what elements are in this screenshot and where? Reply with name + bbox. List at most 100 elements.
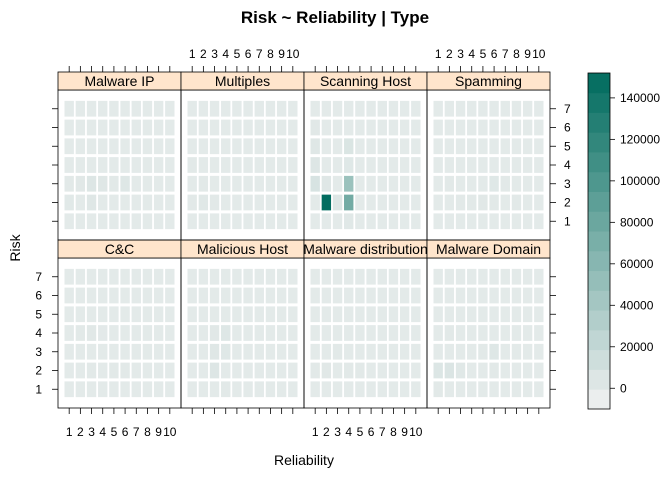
heatmap-cell bbox=[232, 362, 242, 379]
heatmap-cell bbox=[232, 306, 242, 323]
heatmap-cell bbox=[198, 213, 209, 230]
heatmap-cell bbox=[489, 325, 499, 341]
heatmap-cell bbox=[355, 381, 365, 398]
heatmap-cell bbox=[332, 138, 343, 155]
heatmap-cell bbox=[455, 213, 466, 230]
heatmap-cell bbox=[86, 213, 97, 230]
heatmap-cell bbox=[377, 306, 387, 323]
heatmap-cell bbox=[64, 268, 74, 285]
colorbar-segment bbox=[588, 92, 610, 113]
heatmap-cell bbox=[411, 194, 421, 211]
heatmap-cell bbox=[332, 175, 343, 192]
heatmap-cell bbox=[433, 194, 443, 211]
heatmap-cell bbox=[86, 268, 97, 285]
heatmap-cell bbox=[75, 138, 86, 155]
heatmap-cell bbox=[265, 138, 276, 155]
heatmap-cell bbox=[467, 100, 477, 117]
heatmap-cell bbox=[120, 100, 130, 117]
heatmap-cell bbox=[467, 138, 477, 155]
y-tick-label: 7 bbox=[35, 270, 42, 284]
heatmap-cell bbox=[478, 157, 488, 173]
heatmap-cell bbox=[411, 362, 421, 379]
heatmap-cell bbox=[75, 343, 86, 360]
heatmap-cell bbox=[366, 325, 376, 341]
heatmap-cell bbox=[109, 325, 119, 341]
heatmap-cell bbox=[265, 362, 276, 379]
heatmap-cell bbox=[131, 100, 141, 117]
heatmap-cell bbox=[310, 119, 320, 136]
colorbar: 0 20000 40000 60000 80000 100000 120000 140000 bbox=[587, 72, 660, 410]
heatmap-cell bbox=[153, 119, 164, 136]
heatmap-cell bbox=[399, 343, 410, 360]
heatmap-cell bbox=[377, 119, 387, 136]
heatmap-cell bbox=[254, 213, 264, 230]
heatmap-cell bbox=[276, 157, 287, 173]
heatmap-cell bbox=[153, 306, 164, 323]
heatmap-cell bbox=[355, 306, 365, 323]
heatmap-cell bbox=[534, 268, 544, 285]
heatmap-cell bbox=[500, 213, 510, 230]
heatmap-cell bbox=[165, 381, 175, 398]
heatmap-cell bbox=[310, 268, 320, 285]
heatmap-cell bbox=[243, 268, 253, 285]
heatmap-cell bbox=[165, 268, 175, 285]
heatmap-cell bbox=[467, 194, 477, 211]
heatmap-cell bbox=[399, 194, 410, 211]
heatmap-cell bbox=[232, 268, 242, 285]
heatmap-cell bbox=[444, 157, 455, 173]
heatmap-cell bbox=[467, 287, 477, 304]
heatmap-cell bbox=[344, 157, 354, 173]
heatmap-cell bbox=[366, 381, 376, 398]
heatmap-cell bbox=[153, 287, 164, 304]
heatmap-cell bbox=[522, 268, 533, 285]
heatmap-cell bbox=[120, 268, 130, 285]
heatmap-cell bbox=[209, 175, 220, 192]
heatmap-cell bbox=[355, 268, 365, 285]
x-tick-label: 2 bbox=[323, 425, 330, 439]
heatmap-cell bbox=[288, 306, 298, 323]
heatmap-cell bbox=[321, 287, 332, 304]
heatmap-cell bbox=[109, 287, 119, 304]
heatmap-cell bbox=[75, 268, 86, 285]
heatmap-cell bbox=[209, 157, 220, 173]
heatmap-cell bbox=[478, 381, 488, 398]
heatmap-cell bbox=[332, 343, 343, 360]
heatmap-cell bbox=[254, 343, 264, 360]
heatmap-cell bbox=[254, 194, 264, 211]
colorbar-tick-label: 40000 bbox=[620, 298, 654, 312]
heatmap-cell bbox=[534, 175, 544, 192]
heatmap-cell bbox=[187, 157, 197, 173]
heatmap-cell bbox=[355, 325, 365, 341]
heatmap-cell bbox=[98, 194, 108, 211]
x-tick-label: 3 bbox=[334, 425, 341, 439]
heatmap-cell bbox=[276, 325, 287, 341]
heatmap-cell bbox=[534, 381, 544, 398]
y-tick-label: 6 bbox=[35, 289, 42, 303]
heatmap-cell bbox=[388, 362, 399, 379]
heatmap-cell bbox=[433, 157, 443, 173]
x-tick-label: 3 bbox=[211, 47, 218, 61]
heatmap-cell bbox=[332, 268, 343, 285]
heatmap-cell bbox=[344, 306, 354, 323]
heatmap-cell bbox=[131, 325, 141, 341]
heatmap-cell bbox=[187, 213, 197, 230]
heatmap-cell bbox=[478, 100, 488, 117]
heatmap-cell bbox=[411, 213, 421, 230]
heatmap-cell bbox=[388, 194, 399, 211]
heatmap-cell bbox=[288, 362, 298, 379]
heatmap-cell bbox=[344, 343, 354, 360]
heatmap-cell bbox=[388, 119, 399, 136]
heatmap-cell bbox=[165, 100, 175, 117]
heatmap-cell bbox=[209, 287, 220, 304]
heatmap-cell bbox=[478, 325, 488, 341]
heatmap-cell bbox=[86, 343, 97, 360]
heatmap-cell bbox=[433, 362, 443, 379]
heatmap-cell bbox=[344, 175, 354, 192]
heatmap-cell bbox=[534, 194, 544, 211]
x-tick-label: 2 bbox=[446, 47, 453, 61]
heatmap-cell bbox=[232, 119, 242, 136]
heatmap-cell bbox=[288, 175, 298, 192]
heatmap-cell bbox=[276, 194, 287, 211]
heatmap-cell bbox=[321, 362, 332, 379]
heatmap-cell bbox=[478, 213, 488, 230]
